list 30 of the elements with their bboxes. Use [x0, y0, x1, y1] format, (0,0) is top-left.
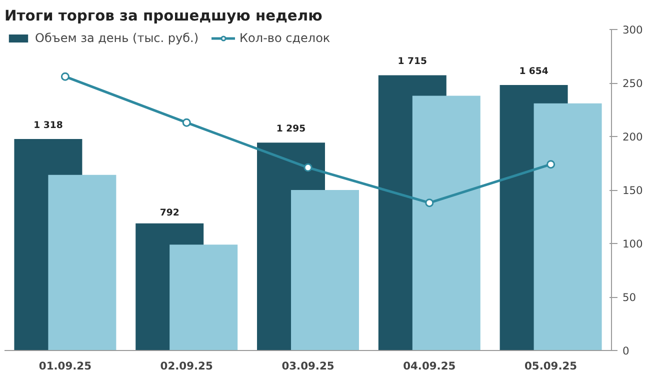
- data-label: 1 654: [519, 66, 549, 78]
- point: [546, 160, 556, 169]
- x-tick-label: 05.09.25: [524, 360, 578, 372]
- data-label: 792: [160, 207, 180, 218]
- bar: [534, 103, 602, 350]
- y-tick-label: 150: [622, 184, 644, 197]
- data-label: 1 318: [34, 120, 63, 131]
- y-tick-label: 200: [622, 130, 644, 144]
- bar: [48, 174, 116, 350]
- point: [425, 198, 434, 208]
- point: [60, 72, 70, 81]
- x-tick-label: 03.09.25: [282, 360, 334, 372]
- legend-label: Объем за день (тыс. руб.): [35, 31, 199, 45]
- y-tick-label: 100: [622, 238, 644, 250]
- data-label: 1 715: [398, 56, 428, 68]
- y-tick-label: 50: [622, 291, 636, 304]
- x-tick-label: 01.09.25: [38, 360, 92, 372]
- y-tick-label: 300: [622, 24, 644, 36]
- x-tick-label: 02.09.25: [160, 360, 213, 372]
- bar: [291, 190, 359, 350]
- y-tick-label: 0: [622, 344, 630, 358]
- point: [304, 163, 312, 172]
- legend-label: Кол-во сделок: [240, 31, 330, 45]
- y-tick-label: 250: [622, 77, 644, 90]
- point: [182, 118, 191, 127]
- data-label: 1 295: [276, 124, 306, 135]
- bar: [412, 96, 480, 350]
- x-tick-label: 04.09.25: [403, 360, 456, 372]
- bar: [170, 244, 238, 350]
- chart-title: Итоги торгов за прошедшую неделю: [4, 8, 322, 24]
